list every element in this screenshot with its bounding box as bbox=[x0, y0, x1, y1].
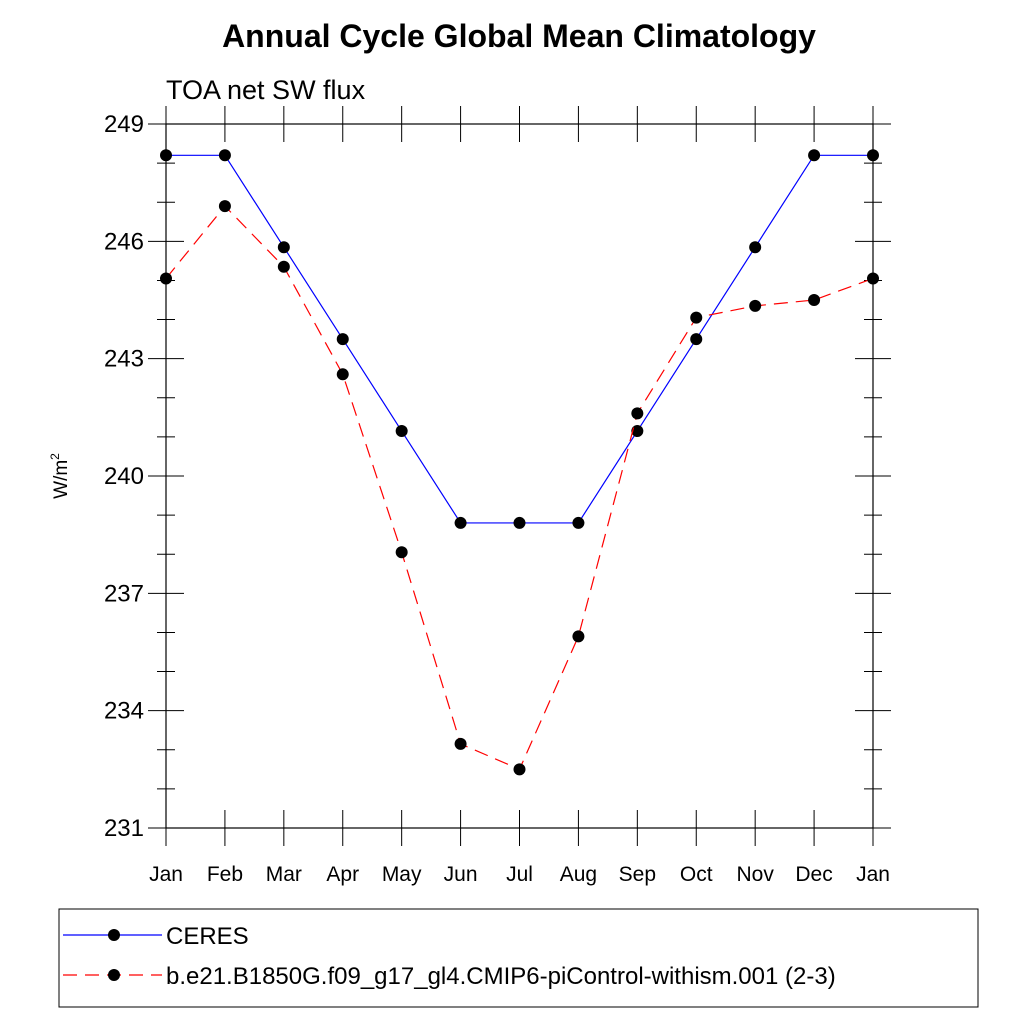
series-1-point bbox=[690, 311, 703, 324]
x-tick-labels: Jan Feb Mar Apr May Jun Jul Aug Sep Oct Nov Dec Jan bbox=[149, 863, 890, 886]
series-line-1 bbox=[165, 205, 874, 771]
series-1-point bbox=[160, 272, 172, 285]
y-axis-label-superscript: 2 bbox=[48, 453, 62, 460]
y-tick-label: 231 bbox=[104, 815, 144, 842]
y-tick-label: 246 bbox=[104, 228, 144, 255]
x-tick-label: Jan bbox=[856, 863, 890, 886]
series-0-point bbox=[513, 516, 526, 529]
x-tick-label: Nov bbox=[736, 863, 774, 886]
series-line-0 bbox=[166, 154, 873, 524]
y-axis-label-base: W/m bbox=[51, 460, 72, 499]
series-0-point bbox=[690, 333, 703, 346]
series-0-point bbox=[631, 425, 644, 438]
series-0-point bbox=[336, 333, 349, 346]
x-tick-label: Mar bbox=[266, 863, 302, 886]
x-tick-label: May bbox=[382, 863, 422, 886]
legend-box bbox=[58, 908, 979, 1008]
series-1-point bbox=[395, 546, 408, 559]
y-tick-label: 234 bbox=[104, 698, 144, 725]
y-axis-label: W/m2 bbox=[48, 453, 72, 499]
legend-marker-1 bbox=[108, 969, 120, 981]
y-tick-labels: 231 234 237 240 243 246 249 bbox=[104, 111, 144, 842]
x-tick-label: Jun bbox=[444, 863, 478, 886]
chart-title: Annual Cycle Global Mean Climatology bbox=[222, 18, 816, 54]
series-1-point bbox=[454, 737, 467, 750]
series-layer bbox=[160, 149, 879, 776]
series-0-point bbox=[395, 425, 408, 438]
series-0-point bbox=[218, 149, 231, 162]
y-tick-label: 237 bbox=[104, 580, 144, 607]
y-tick-label: 243 bbox=[104, 346, 144, 373]
legend: CERES b.e21.B1850G.f09_g17_gl4.CMIP6-piCo… bbox=[63, 923, 836, 990]
series-1-point bbox=[277, 260, 290, 273]
series-0-point bbox=[808, 149, 821, 162]
y-tick-label: 240 bbox=[104, 463, 144, 490]
series-0-point bbox=[572, 516, 585, 529]
x-tick-label: Apr bbox=[326, 863, 359, 886]
series-0-point bbox=[867, 149, 879, 162]
series-1-point bbox=[631, 407, 644, 420]
x-tick-label: Sep bbox=[619, 863, 656, 886]
series-1-point bbox=[808, 294, 821, 306]
legend-label-1: b.e21.B1850G.f09_g17_gl4.CMIP6-piControl… bbox=[166, 963, 836, 990]
series-0-point bbox=[749, 241, 762, 254]
series-0-point bbox=[277, 241, 290, 254]
series-1-point bbox=[867, 272, 879, 285]
series-1-point bbox=[749, 299, 762, 312]
series-1-point bbox=[336, 368, 349, 381]
series-1-point bbox=[572, 630, 585, 643]
legend-marker-0 bbox=[108, 929, 120, 941]
y-tick-label: 249 bbox=[104, 111, 144, 138]
series-1-point bbox=[513, 763, 526, 776]
x-tick-label: Jan bbox=[149, 863, 183, 886]
series-0-point bbox=[454, 516, 467, 529]
x-tick-label: Feb bbox=[207, 863, 243, 886]
x-tick-label: Dec bbox=[795, 863, 832, 886]
legend-label-0: CERES bbox=[166, 923, 249, 950]
chart-subtitle: TOA net SW flux bbox=[166, 75, 366, 105]
ticks-layer bbox=[148, 106, 891, 846]
x-tick-label: Oct bbox=[680, 863, 713, 886]
x-tick-label: Aug bbox=[560, 863, 597, 886]
series-0-point bbox=[160, 149, 172, 162]
x-tick-label: Jul bbox=[506, 863, 533, 886]
series-1-point bbox=[218, 200, 231, 213]
